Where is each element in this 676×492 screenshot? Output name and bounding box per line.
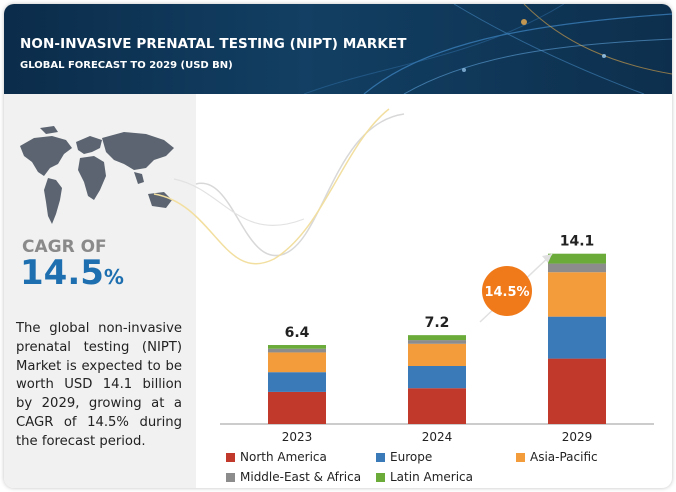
bar-segment-2024-latin-america	[408, 335, 466, 341]
legend-item-europe: Europe	[376, 450, 432, 464]
header-banner: NON-INVASIVE PRENATAL TESTING (NIPT) MAR…	[4, 4, 672, 94]
cagr-arrow-head	[542, 254, 552, 263]
legend-swatch	[516, 452, 525, 462]
x-tick-label-2024: 2024	[422, 430, 453, 444]
bar-segment-2024-middle-east-africa	[408, 340, 466, 344]
legend-item-asia-pacific: Asia-Pacific	[516, 450, 598, 464]
legend-item-latin-america: Latin America	[376, 470, 473, 484]
bar-segment-2023-latin-america	[268, 345, 326, 349]
bar-segment-2029-north-america	[548, 358, 606, 424]
cagr-percent-sign: %	[103, 265, 124, 289]
legend-label: North America	[240, 450, 327, 464]
bar-segment-2024-asia-pacific	[408, 343, 466, 366]
bar-segment-2023-europe	[268, 372, 326, 392]
legend-swatch	[226, 472, 235, 482]
bars-layer	[268, 253, 606, 424]
labels-layer: 6.4 2023 7.2 2024 14.1 2029	[282, 234, 595, 444]
world-map-icon	[20, 126, 174, 224]
bar-segment-2023-north-america	[268, 391, 326, 424]
chart-legend: North America Europe Asia-Pacific Middle-Ea…	[226, 450, 666, 488]
bar-segment-2024-europe	[408, 366, 466, 389]
x-tick-label-2023: 2023	[282, 430, 313, 444]
bar-segment-2029-latin-america	[548, 253, 606, 264]
total-label-2023: 6.4	[285, 325, 310, 341]
legend-swatch	[376, 472, 385, 482]
chart-subtitle: GLOBAL FORECAST TO 2029 (USD BN)	[20, 60, 233, 71]
x-tick-label-2029: 2029	[562, 430, 593, 444]
legend-label: Europe	[390, 450, 433, 464]
cagr-badge-text: 14.5%	[484, 285, 529, 300]
legend-item-north-america: North America	[226, 450, 327, 464]
cagr-badge	[482, 266, 532, 316]
legend-swatch	[376, 452, 385, 462]
bar-segment-2029-middle-east-africa	[548, 263, 606, 273]
legend-label: Asia-Pacific	[530, 450, 598, 464]
bar-segment-2029-europe	[548, 316, 606, 359]
total-label-2024: 7.2	[425, 315, 450, 331]
decorative-light-trails	[303, 4, 672, 94]
chart-title: NON-INVASIVE PRENATAL TESTING (NIPT) MAR…	[20, 36, 407, 52]
legend-label: Middle-East & Africa	[240, 470, 362, 484]
market-description: The global non-invasive prenatal testing…	[16, 321, 182, 449]
cagr-value: 14.5%	[20, 256, 124, 290]
decorative-swooshes	[153, 108, 405, 265]
legend-swatch	[226, 452, 235, 462]
legend-item-middle-east-africa: Middle-East & Africa	[226, 470, 361, 484]
cagr-number: 14.5	[20, 253, 104, 293]
bar-segment-2024-north-america	[408, 388, 466, 424]
legend-label: Latin America	[390, 470, 473, 484]
total-label-2029: 14.1	[560, 234, 595, 250]
summary-panel: CAGR OF 14.5% The global non-invasive pr…	[4, 94, 196, 488]
infographic-card: NON-INVASIVE PRENATAL TESTING (NIPT) MAR…	[4, 4, 672, 488]
bar-segment-2023-middle-east-africa	[268, 348, 326, 353]
stacked-bar-chart: 6.4 2023 7.2 2024 14.1 2029 14.5%	[153, 108, 654, 444]
bar-segment-2029-asia-pacific	[548, 272, 606, 317]
cagr-label: CAGR OF	[22, 237, 107, 257]
bar-segment-2023-asia-pacific	[268, 352, 326, 373]
